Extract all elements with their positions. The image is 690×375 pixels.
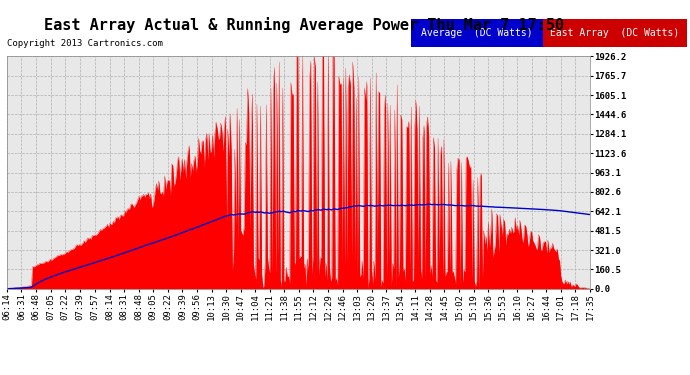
Text: East Array  (DC Watts): East Array (DC Watts)	[550, 28, 680, 38]
Text: Copyright 2013 Cartronics.com: Copyright 2013 Cartronics.com	[7, 39, 163, 48]
Text: East Array Actual & Running Average Power Thu Mar 7 17:50: East Array Actual & Running Average Powe…	[43, 17, 564, 33]
Text: Average  (DC Watts): Average (DC Watts)	[421, 28, 533, 38]
FancyBboxPatch shape	[411, 19, 543, 47]
FancyBboxPatch shape	[543, 19, 687, 47]
